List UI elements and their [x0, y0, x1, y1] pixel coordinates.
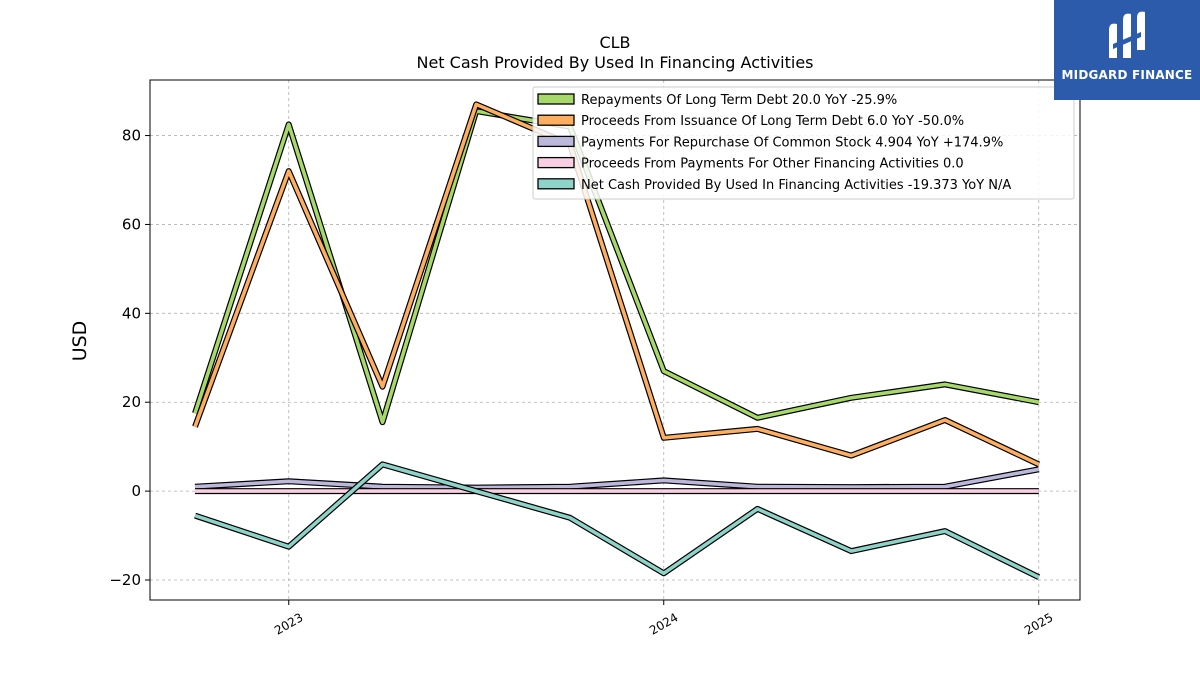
y-tick-label: 40 — [122, 304, 141, 322]
logo-mark-icon — [1109, 11, 1145, 59]
series-line-payments-for-repurchase-of-common-stock — [194, 467, 1040, 490]
y-axis-label: USD — [69, 321, 91, 362]
legend: Repayments Of Long Term Debt 20.0 YoY -2… — [532, 86, 1075, 200]
legend-label-proceeds-from-payments-for-other-financing-activities: Proceeds From Payments For Other Financi… — [581, 157, 964, 172]
x-tick-label: 2023 — [272, 610, 305, 637]
legend-swatch-payments-for-repurchase-of-common-stock — [537, 135, 575, 148]
y-tick-label: 80 — [122, 127, 141, 145]
axes: −20 0 20 40 60 80 2023 2024 2025 — [109, 127, 1055, 638]
series-layer — [192, 101, 1041, 580]
y-tick-label: −20 — [109, 571, 141, 589]
y-tick-label: 60 — [122, 215, 141, 233]
legend-label-proceeds-from-issuance-of-long-term-debt: Proceeds From Issuance Of Long Term Debt… — [581, 114, 964, 129]
y-tick-label: 20 — [122, 393, 141, 411]
logo-text: MIDGARD FINANCE — [1061, 68, 1193, 82]
chart-subtitle: Net Cash Provided By Used In Financing A… — [416, 53, 813, 72]
brand-logo: MIDGARD FINANCE — [1054, 0, 1200, 100]
legend-label-payments-for-repurchase-of-common-stock: Payments For Repurchase Of Common Stock … — [581, 135, 1003, 150]
series-line-net-cash-provided-by-used-in-financing-activities — [194, 462, 1040, 579]
series-line-proceeds-from-issuance-of-long-term-debt — [193, 102, 1040, 467]
legend-swatch-net-cash-provided-by-used-in-financing-activities — [537, 178, 575, 190]
legend-swatch-proceeds-from-payments-for-other-financing-activities — [537, 156, 575, 169]
legend-swatch-proceeds-from-issuance-of-long-term-debt — [537, 114, 575, 126]
x-tick-label: 2025 — [1022, 610, 1055, 637]
chart-title: CLB — [599, 33, 630, 52]
legend-frame — [532, 86, 1075, 200]
legend-label-net-cash-provided-by-used-in-financing-activities: Net Cash Provided By Used In Financing A… — [581, 178, 1011, 193]
x-tick-label: 2024 — [647, 610, 680, 637]
legend-swatch-repayments-of-long-term-debt — [537, 93, 575, 105]
plot-frame — [149, 79, 1081, 601]
legend-label-repayments-of-long-term-debt: Repayments Of Long Term Debt 20.0 YoY -2… — [581, 93, 897, 108]
y-tick-label: 0 — [131, 482, 141, 500]
